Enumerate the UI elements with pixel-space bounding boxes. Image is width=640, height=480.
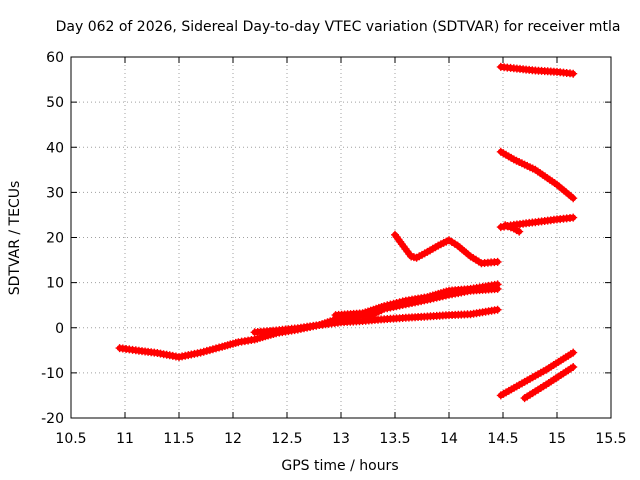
y-tick-label: 0 bbox=[55, 321, 64, 337]
x-tick-label: 11.5 bbox=[163, 431, 194, 447]
chart-title: Day 062 of 2026, Sidereal Day-to-day VTE… bbox=[56, 19, 621, 35]
y-tick-label: 40 bbox=[46, 140, 64, 156]
y-axis-label: SDTVAR / TECUs bbox=[7, 181, 23, 296]
series-arc-1 bbox=[115, 305, 502, 362]
data-series bbox=[115, 62, 578, 403]
y-tick-label: 10 bbox=[46, 276, 64, 292]
series-arc-6 bbox=[496, 147, 578, 203]
series-band bbox=[116, 306, 501, 361]
x-tick-label: 10.5 bbox=[55, 431, 86, 447]
series-markers bbox=[520, 363, 578, 403]
x-tick-label: 12.5 bbox=[271, 431, 302, 447]
x-tick-label: 13.5 bbox=[379, 431, 410, 447]
series-arc-4 bbox=[391, 230, 502, 268]
series-arc-10 bbox=[520, 363, 578, 403]
y-tick-label: -10 bbox=[41, 366, 64, 382]
grid bbox=[71, 57, 611, 418]
y-tick-label: 50 bbox=[46, 95, 64, 111]
series-markers bbox=[496, 62, 578, 78]
x-tick-label: 13 bbox=[332, 431, 350, 447]
series-arc-9 bbox=[496, 348, 578, 400]
series-markers bbox=[501, 221, 524, 236]
x-axis-label: GPS time / hours bbox=[281, 458, 398, 474]
x-tick-label: 15 bbox=[548, 431, 566, 447]
series-markers bbox=[391, 230, 502, 268]
y-tick-label: -20 bbox=[41, 411, 64, 427]
y-tick-label: 20 bbox=[46, 231, 64, 247]
axis-ticks: 10.5 11 11.5 12 12.5 13 13.5 14 14.5 15 15.5 -20 -10… bbox=[41, 50, 626, 447]
series-arc-8 bbox=[501, 221, 524, 236]
x-tick-label: 12 bbox=[224, 431, 242, 447]
series-markers bbox=[496, 147, 578, 203]
series-arc-5 bbox=[496, 62, 578, 78]
x-tick-label: 14.5 bbox=[487, 431, 518, 447]
series-markers bbox=[496, 348, 578, 400]
x-tick-label: 15.5 bbox=[595, 431, 626, 447]
series-arc-3 bbox=[331, 280, 502, 320]
x-tick-label: 14 bbox=[440, 431, 458, 447]
y-tick-label: 60 bbox=[46, 50, 64, 66]
x-tick-label: 11 bbox=[116, 431, 134, 447]
series-markers bbox=[331, 280, 502, 320]
y-tick-label: 30 bbox=[46, 185, 64, 201]
